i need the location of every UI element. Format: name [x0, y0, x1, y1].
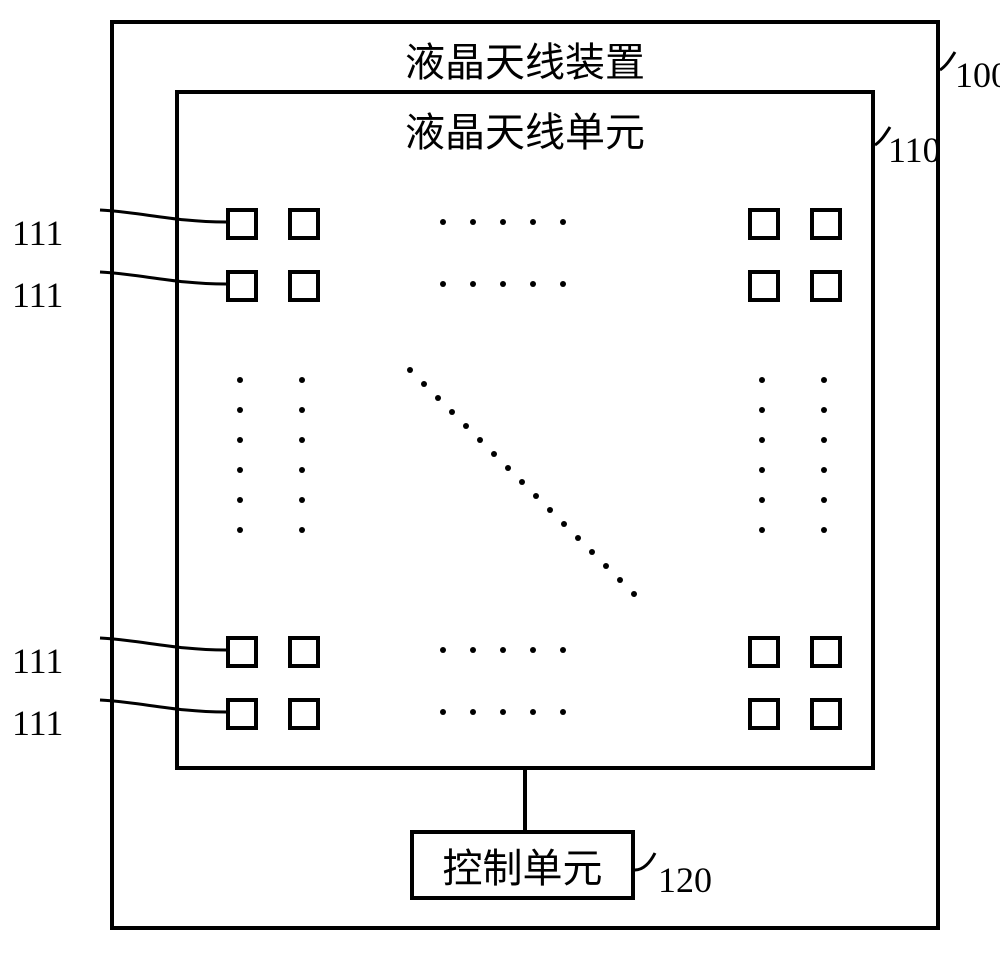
- reference-number: 100: [955, 54, 1000, 96]
- reference-number: 111: [12, 274, 63, 316]
- diagram-canvas: 液晶天线装置 液晶天线单元 控制单元 100110111111111111120: [0, 0, 1000, 955]
- reference-number: 111: [12, 640, 63, 682]
- reference-number: 111: [12, 212, 63, 254]
- reference-number: 111: [12, 702, 63, 744]
- reference-number: 110: [888, 129, 941, 171]
- leader-lines: [0, 0, 1000, 955]
- reference-number: 120: [658, 859, 712, 901]
